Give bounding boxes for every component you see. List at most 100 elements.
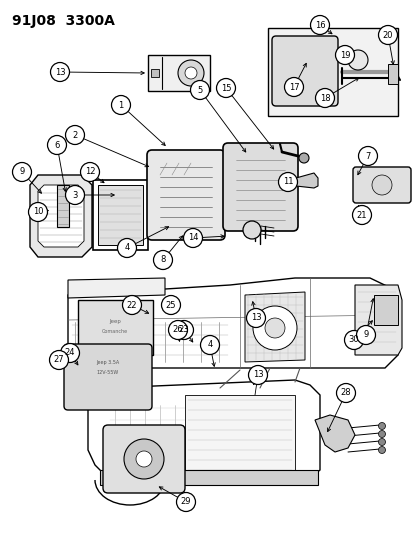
Bar [151,69,159,77]
Circle shape [377,26,396,44]
Circle shape [377,431,385,438]
Polygon shape [68,278,397,368]
Polygon shape [98,185,142,245]
Circle shape [246,309,265,327]
Text: 25: 25 [165,301,176,310]
Polygon shape [244,292,304,362]
Circle shape [371,175,391,195]
Circle shape [122,295,141,314]
Circle shape [248,366,267,384]
Text: 16: 16 [314,20,325,29]
Bar [185,395,294,475]
Circle shape [178,60,204,86]
Circle shape [200,335,219,354]
Circle shape [190,80,209,100]
Circle shape [168,320,187,340]
Circle shape [111,95,130,115]
Bar [267,28,397,116]
Circle shape [377,423,385,430]
FancyBboxPatch shape [352,167,410,203]
Text: 14: 14 [188,233,198,243]
Text: 15: 15 [220,84,231,93]
Circle shape [174,320,193,340]
Polygon shape [30,175,92,257]
Circle shape [356,326,375,344]
Circle shape [278,173,297,191]
Circle shape [242,221,260,239]
Text: 20: 20 [382,30,392,39]
Circle shape [358,147,377,166]
Circle shape [284,77,303,96]
Text: 4: 4 [207,341,212,350]
FancyBboxPatch shape [64,344,152,410]
Circle shape [264,318,284,338]
Polygon shape [295,173,317,188]
FancyBboxPatch shape [147,150,224,240]
Circle shape [336,384,355,402]
Circle shape [185,67,197,79]
Text: 27: 27 [54,356,64,365]
Circle shape [60,343,79,362]
Text: 7: 7 [364,151,370,160]
Text: 28: 28 [340,389,351,398]
Circle shape [50,351,68,369]
Text: Jeep 3.5A: Jeep 3.5A [96,360,119,366]
Polygon shape [314,415,354,452]
Circle shape [153,251,172,270]
Bar [57,185,69,227]
Text: 11: 11 [282,177,292,187]
Bar [78,300,153,355]
Polygon shape [68,278,165,298]
Text: 21: 21 [356,211,366,220]
Text: 10: 10 [33,207,43,216]
Circle shape [50,62,69,82]
Text: 17: 17 [288,83,299,92]
Bar [100,470,317,485]
Circle shape [335,45,354,64]
Text: 22: 22 [126,301,137,310]
Text: 29: 29 [180,497,191,506]
Text: 19: 19 [339,51,349,60]
Circle shape [351,206,370,224]
Text: Jeep: Jeep [109,319,121,325]
Circle shape [252,306,296,350]
Circle shape [12,163,31,182]
Bar [373,295,397,325]
Circle shape [344,330,363,350]
Text: 24: 24 [64,349,75,358]
Circle shape [377,439,385,446]
Text: 8: 8 [160,255,165,264]
Text: 4: 4 [124,244,129,253]
Circle shape [310,15,329,35]
Polygon shape [38,185,84,247]
FancyBboxPatch shape [271,36,337,106]
Text: 18: 18 [319,93,330,102]
FancyBboxPatch shape [103,425,185,493]
Circle shape [136,451,152,467]
Text: 5: 5 [197,85,202,94]
Circle shape [80,163,99,182]
Polygon shape [354,285,401,355]
Circle shape [347,50,367,70]
Polygon shape [147,55,209,91]
Circle shape [47,135,66,155]
Circle shape [65,185,84,205]
Polygon shape [88,380,319,478]
Circle shape [377,447,385,454]
Text: 2: 2 [72,131,78,140]
Circle shape [183,229,202,247]
Text: 9: 9 [363,330,368,340]
Circle shape [315,88,334,108]
Text: 13: 13 [252,370,263,379]
Text: 6: 6 [54,141,59,149]
Text: 12: 12 [85,167,95,176]
FancyBboxPatch shape [223,143,297,231]
Text: 12V-55W: 12V-55W [97,370,119,376]
Circle shape [176,492,195,512]
Circle shape [65,125,84,144]
Text: 9: 9 [19,167,24,176]
Circle shape [161,295,180,314]
Text: 1: 1 [118,101,123,109]
Text: 91J08  3300A: 91J08 3300A [12,14,114,28]
Text: Comanche: Comanche [102,329,128,335]
